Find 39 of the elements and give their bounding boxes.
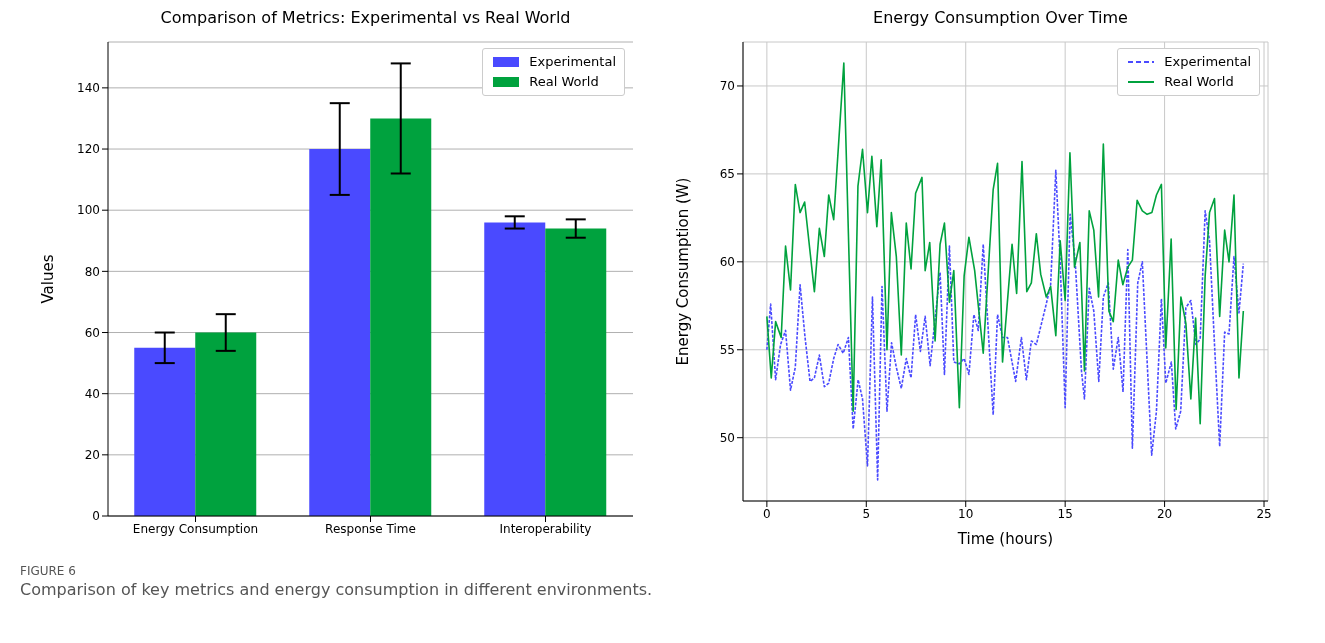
text: Comparison of key metrics and energy consumption in different environments. bbox=[20, 580, 654, 599]
y-tick-label: 55 bbox=[719, 343, 735, 358]
y-tick-label: 80 bbox=[84, 264, 100, 279]
chart-title: Energy Consumption Over Time bbox=[872, 8, 1129, 29]
bar bbox=[134, 347, 196, 516]
x-tick-label: Interoperability bbox=[499, 521, 592, 536]
x-tick-label: 25 bbox=[1256, 506, 1272, 521]
caption: FIGURE 6 bbox=[20, 564, 77, 578]
y-tick-label: 20 bbox=[84, 448, 100, 463]
y-axis-title: Energy Consumption (W) bbox=[674, 177, 693, 366]
y-tick-label: 40 bbox=[84, 386, 100, 401]
bar bbox=[370, 118, 432, 516]
y-tick-label: 120 bbox=[77, 142, 100, 157]
x-tick-label: 5 bbox=[862, 506, 871, 521]
y-tick-label: 140 bbox=[77, 81, 100, 96]
y-tick-label: 100 bbox=[77, 203, 100, 218]
y-axis-title: Values bbox=[39, 254, 58, 304]
x-tick-label: Response Time bbox=[325, 521, 416, 536]
y-tick-label: 65 bbox=[719, 167, 735, 182]
y-tick-label: 60 bbox=[84, 325, 100, 340]
legend-label: Real World bbox=[529, 73, 599, 91]
y-tick-label: 50 bbox=[719, 430, 735, 445]
legend-label: Experimental bbox=[1164, 53, 1251, 71]
x-tick-label: 15 bbox=[1057, 506, 1073, 521]
legend-label: Experimental bbox=[529, 53, 616, 71]
x-tick-label: 20 bbox=[1156, 506, 1173, 521]
bar bbox=[309, 149, 371, 516]
y-tick-label: 60 bbox=[719, 255, 735, 270]
legend-label: Real World bbox=[1164, 73, 1234, 91]
x-tick-label: 10 bbox=[958, 506, 974, 521]
line-series bbox=[766, 169, 1245, 481]
x-axis-title: Time (hours) bbox=[956, 530, 1054, 548]
chart-title: Comparison of Metrics: Experimental vs Real World bbox=[159, 8, 572, 29]
x-tick-label: Energy Consumption bbox=[132, 521, 259, 536]
y-tick-label: 70 bbox=[719, 79, 735, 94]
bar bbox=[484, 222, 546, 516]
x-tick-label: 0 bbox=[763, 506, 771, 521]
bar bbox=[195, 332, 257, 516]
bar bbox=[545, 228, 607, 516]
